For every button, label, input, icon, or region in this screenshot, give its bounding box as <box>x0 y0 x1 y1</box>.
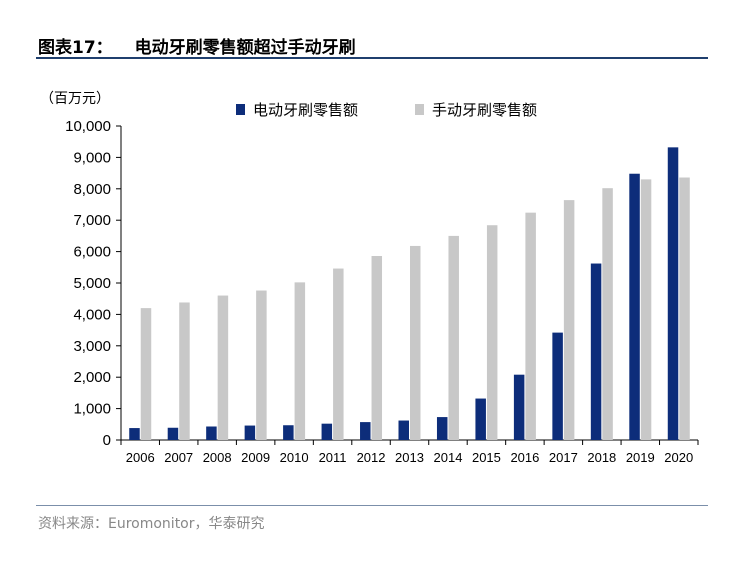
y-unit-label: （百万元） <box>40 90 110 106</box>
bar-electric <box>129 428 140 440</box>
figure-title-text: 电动牙刷零售额超过手动牙刷 <box>134 38 356 58</box>
bar-electric <box>244 425 256 440</box>
bar-manual <box>410 245 421 440</box>
legend-swatch <box>236 104 245 115</box>
bar-chart: 0 1,000 2,000 3,000 4,000 5,000 6,000 7,000 8,00… <box>40 90 699 465</box>
x-tick-label: 2016 <box>510 450 539 465</box>
bar-manual <box>179 302 190 440</box>
legend-label: 手动牙刷零售额 <box>432 101 537 119</box>
x-tick-label: 2018 <box>587 450 616 465</box>
x-tick-label: 2007 <box>164 450 193 465</box>
bar-manual <box>679 177 690 440</box>
x-axis: 2006 2007 2008 2009 2010 2011 2012 2013 2014 2015… <box>120 439 699 465</box>
bar-electric <box>167 427 179 440</box>
bar-electric <box>360 422 371 440</box>
bar-electric <box>206 426 217 440</box>
y-tick-label: 6,000 <box>73 244 111 261</box>
bar-electric <box>590 263 602 440</box>
bar-manual <box>563 200 575 440</box>
y-tick-label: 9,000 <box>73 149 111 166</box>
y-axis: 0 1,000 2,000 3,000 4,000 5,000 6,000 7,000 8,00… <box>65 118 122 449</box>
bar-manual <box>486 225 498 440</box>
bar-electric <box>398 420 409 440</box>
legend-label: 电动牙刷零售额 <box>253 101 358 119</box>
y-tick-label: 10,000 <box>65 118 111 135</box>
x-tick-label: 2014 <box>434 450 463 465</box>
y-tick-label: 4,000 <box>73 306 111 323</box>
y-tick-label: 0 <box>103 432 111 449</box>
bar-manual <box>333 268 344 440</box>
figure-label: 图表17： <box>38 38 113 58</box>
bar-manual <box>294 282 306 440</box>
bar-manual <box>140 308 152 440</box>
y-tick-label: 8,000 <box>73 181 111 198</box>
x-tick-label: 2020 <box>664 450 693 465</box>
y-tick-label: 7,000 <box>73 212 111 229</box>
x-tick-label: 2013 <box>395 450 424 465</box>
bar-manual <box>640 179 652 440</box>
bar-electric <box>283 425 294 440</box>
legend: 电动牙刷零售额 手动牙刷零售额 <box>236 101 537 119</box>
x-tick-label: 2006 <box>126 450 155 465</box>
bar-electric <box>475 398 486 440</box>
source-divider <box>36 505 708 506</box>
x-tick-label: 2017 <box>549 450 578 465</box>
y-tick-label: 1,000 <box>73 401 111 418</box>
figure-title: 图表17： 电动牙刷零售额超过手动牙刷 <box>38 33 356 58</box>
x-tick-label: 2011 <box>319 450 347 465</box>
bar-electric <box>629 173 640 440</box>
x-tick-label: 2015 <box>472 450 501 465</box>
title-divider <box>36 57 708 59</box>
bar-electric <box>552 332 563 440</box>
bar-manual <box>448 235 459 440</box>
bar-electric <box>667 147 679 441</box>
y-tick-label: 5,000 <box>73 275 111 292</box>
bar-manual <box>256 290 267 440</box>
x-tick-label: 2010 <box>280 450 309 465</box>
y-tick-label: 3,000 <box>73 338 111 355</box>
bars <box>129 147 690 441</box>
bar-manual <box>371 255 383 440</box>
legend-swatch <box>415 104 424 115</box>
bar-electric <box>513 374 525 440</box>
bar-manual <box>602 188 613 440</box>
source-note: 资料来源：Euromonitor，华泰研究 <box>38 516 265 532</box>
x-tick-label: 2019 <box>626 450 655 465</box>
x-tick-label: 2012 <box>357 450 386 465</box>
x-tick-label: 2008 <box>203 450 232 465</box>
bar-manual <box>217 295 229 440</box>
bar-manual <box>525 212 536 440</box>
bar-electric <box>436 417 448 440</box>
y-tick-label: 2,000 <box>73 369 111 386</box>
bar-electric <box>321 423 333 440</box>
x-tick-label: 2009 <box>241 450 270 465</box>
